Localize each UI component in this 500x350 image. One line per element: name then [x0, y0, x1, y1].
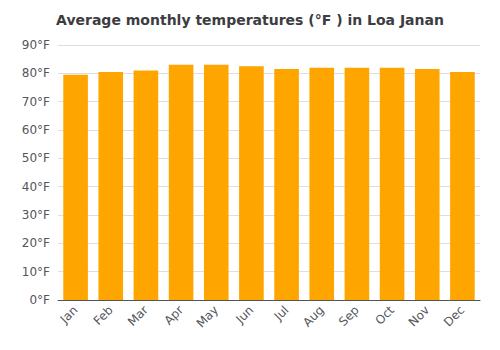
svg-text:May: May [194, 303, 221, 330]
svg-text:30°F: 30°F [22, 208, 50, 222]
svg-text:60°F: 60°F [22, 123, 50, 137]
svg-text:Nov: Nov [406, 303, 432, 329]
svg-text:50°F: 50°F [22, 151, 50, 165]
svg-text:80°F: 80°F [22, 66, 50, 80]
svg-text:Sep: Sep [336, 303, 362, 329]
svg-text:0°F: 0°F [29, 293, 50, 307]
svg-text:Average monthly temperatures (: Average monthly temperatures (°F ) in Lo… [56, 12, 444, 28]
svg-text:40°F: 40°F [22, 180, 50, 194]
svg-text:Apr: Apr [161, 303, 186, 328]
svg-text:70°F: 70°F [22, 95, 50, 109]
svg-text:10°F: 10°F [22, 265, 50, 279]
svg-text:90°F: 90°F [22, 38, 50, 52]
svg-text:Mar: Mar [125, 303, 151, 329]
svg-text:Aug: Aug [300, 303, 326, 329]
svg-text:Oct: Oct [372, 303, 397, 328]
svg-text:Jul: Jul [271, 303, 292, 324]
svg-text:Jun: Jun [233, 303, 257, 327]
svg-text:Feb: Feb [91, 303, 116, 328]
svg-text:Jan: Jan [57, 303, 81, 327]
svg-text:Dec: Dec [441, 303, 467, 329]
svg-text:20°F: 20°F [22, 236, 50, 250]
